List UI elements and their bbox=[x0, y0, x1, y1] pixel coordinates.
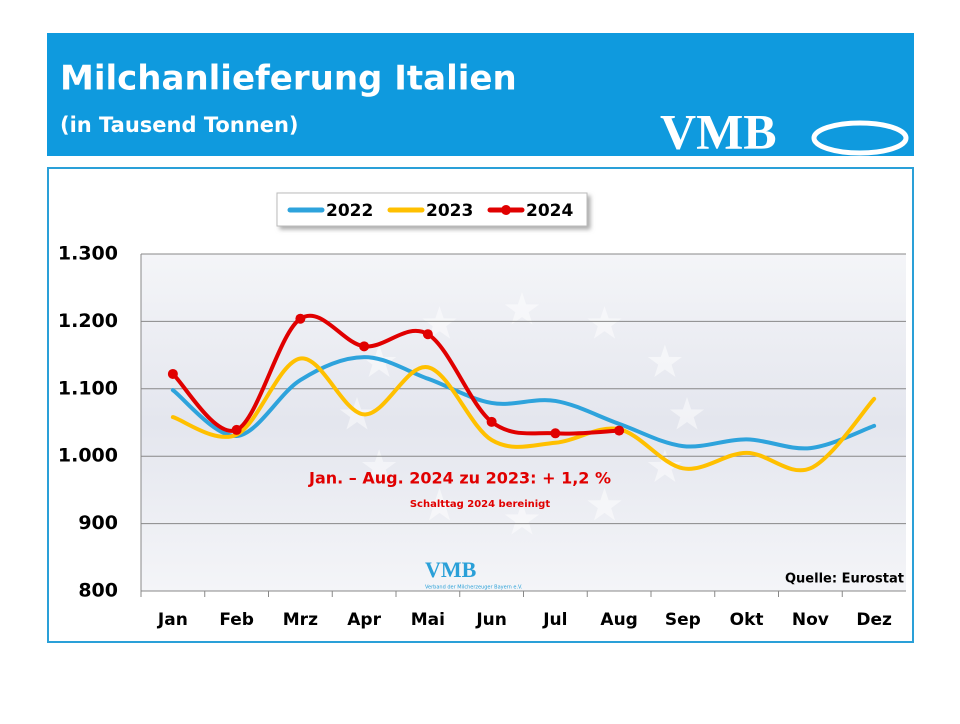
legend-marker bbox=[501, 205, 511, 215]
star bbox=[647, 344, 683, 378]
y-tick-label: 1.100 bbox=[58, 377, 118, 399]
x-tick-label: Apr bbox=[347, 610, 381, 630]
y-tick-label: 1.000 bbox=[58, 445, 118, 467]
y-tick-label: 900 bbox=[78, 512, 118, 534]
watermark-logo: VMB bbox=[425, 557, 477, 582]
x-tick-label: Aug bbox=[600, 610, 637, 630]
series-line bbox=[170, 356, 877, 473]
marker bbox=[231, 424, 242, 435]
star bbox=[587, 306, 622, 339]
x-tick-label: Jun bbox=[475, 610, 507, 630]
x-tick-label: Jul bbox=[542, 610, 567, 630]
marker bbox=[486, 416, 497, 427]
marker bbox=[614, 425, 625, 436]
marker bbox=[422, 329, 433, 340]
x-tick-label: Sep bbox=[665, 610, 701, 630]
watermark-text: Verband der Milcherzeuger Bayern e.V. bbox=[425, 585, 523, 591]
star bbox=[422, 306, 457, 339]
star bbox=[504, 502, 540, 535]
x-tick-label: Jan bbox=[157, 610, 188, 630]
header-bar bbox=[47, 33, 914, 156]
annotation-note: Schalttag 2024 bereinigt bbox=[410, 499, 550, 510]
star bbox=[647, 449, 683, 483]
legend-label: 2022 bbox=[326, 201, 373, 221]
y-tick-label: 1.300 bbox=[58, 243, 118, 265]
star bbox=[422, 487, 457, 521]
y-tick-label: 800 bbox=[78, 580, 118, 602]
star bbox=[587, 487, 622, 521]
source: Quelle: Eurostat bbox=[785, 572, 904, 587]
legend-label: 2024 bbox=[526, 201, 573, 221]
star bbox=[361, 449, 397, 483]
x-tick-label: Mai bbox=[411, 610, 445, 630]
x-tick-label: Mrz bbox=[283, 610, 318, 630]
marker bbox=[295, 313, 306, 324]
x-tick-label: Feb bbox=[219, 610, 254, 630]
legend-box bbox=[276, 192, 588, 227]
marker bbox=[167, 368, 178, 379]
marker bbox=[550, 428, 561, 439]
legend-label: 2023 bbox=[426, 201, 473, 221]
x-tick-label: Dez bbox=[856, 610, 892, 630]
title: Milchanlieferung Italien bbox=[60, 59, 517, 99]
marker bbox=[359, 341, 370, 352]
annotation: Jan. – Aug. 2024 zu 2023: + 1,2 % bbox=[308, 469, 611, 488]
x-tick-label: Okt bbox=[730, 610, 764, 630]
logo-swirl bbox=[811, 120, 909, 156]
y-tick-label: 1.200 bbox=[58, 310, 118, 332]
logo: VMB bbox=[660, 103, 777, 159]
star bbox=[504, 292, 540, 325]
star bbox=[669, 397, 705, 430]
subtitle: (in Tausend Tonnen) bbox=[60, 113, 299, 137]
x-tick-label: Nov bbox=[792, 610, 829, 630]
series-line bbox=[170, 355, 877, 451]
